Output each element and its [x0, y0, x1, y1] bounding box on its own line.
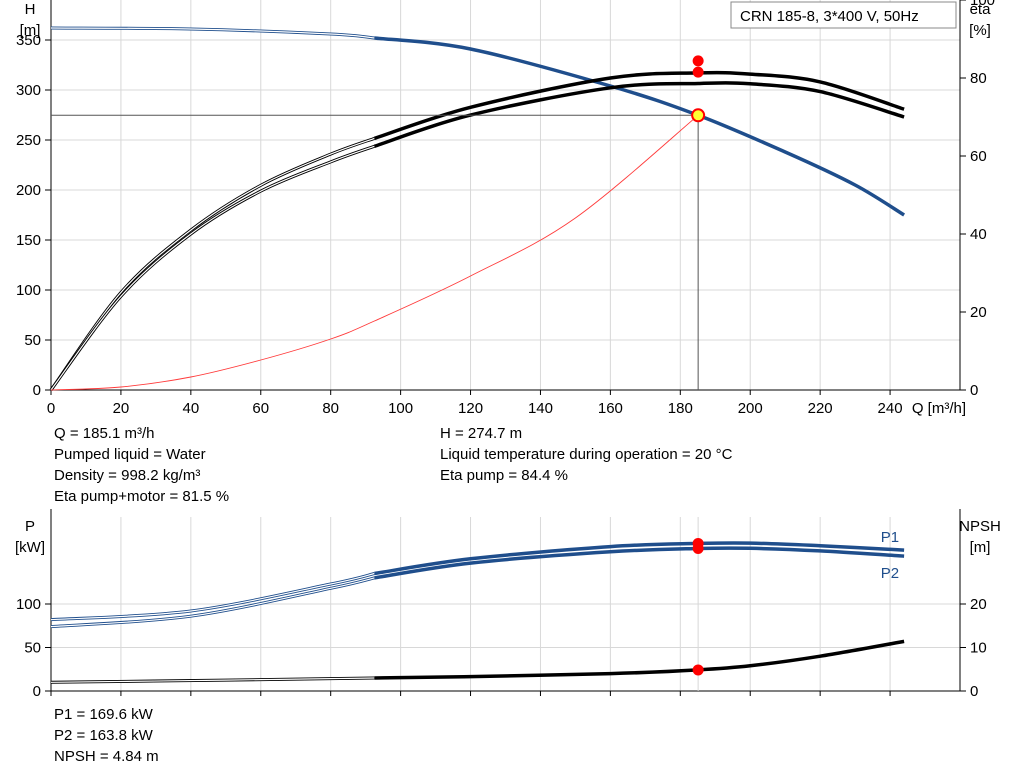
y-left-tick-label: 50 — [24, 640, 41, 657]
y-right-tick-label: 20 — [970, 596, 987, 613]
y-left-tick-label: 150 — [16, 232, 41, 249]
y-left-tick-label: 200 — [16, 182, 41, 199]
info-top-left: Q = 185.1 m³/h Pumped liquid = Water Den… — [54, 423, 229, 507]
y-right-tick-label: 60 — [970, 148, 987, 165]
legend-box-text: CRN 185-8, 3*400 V, 50Hz — [740, 8, 919, 25]
y-right-tick-label: 10 — [970, 640, 987, 657]
y-right-tick-label: 0 — [970, 382, 978, 399]
system-curve — [50, 114, 699, 391]
x-tick-label: 20 — [113, 400, 130, 417]
series-label-P2: P2 — [881, 565, 899, 582]
P1-curve-thin-core — [50, 572, 375, 621]
eta_pump-curve-thin-core — [50, 137, 375, 391]
x-tick-label: 220 — [808, 400, 833, 417]
duty-point-marker — [692, 55, 704, 67]
series — [49, 26, 906, 391]
info-flow: Q = 185.1 m³/h — [54, 425, 155, 442]
legend-box — [730, 1, 957, 29]
x-tick-label: 200 — [738, 400, 763, 417]
info-npsh: NPSH = 4.84 m — [54, 748, 159, 765]
y-left-tick-label: 300 — [16, 82, 41, 99]
x-tick-label: 60 — [252, 400, 269, 417]
eta_pump_motor-curve-thin-core — [50, 145, 375, 391]
duty-point-marker — [692, 542, 704, 554]
duty-point-marker — [692, 664, 704, 676]
head-curve-thin-core — [50, 27, 375, 39]
info-bottom: P1 = 169.6 kW P2 = 163.8 kW NPSH = 4.84 … — [54, 704, 159, 767]
head-efficiency-chart: 0 50 100 150 200 250 300 350 0 20 40 60 80 100 0 20 40 60… — [16, 0, 995, 417]
info-eta-pump: Eta pump = 84.4 % — [440, 467, 568, 484]
tick-labels: 0 50 100 0 10 20 — [16, 596, 987, 700]
y-left-tick-label: 50 — [24, 332, 41, 349]
y-left-tick-label: 0 — [33, 382, 41, 399]
x-tick-label: 140 — [528, 400, 553, 417]
x-tick-label: 40 — [183, 400, 200, 417]
x-tick-label: 180 — [668, 400, 693, 417]
x-tick-label: 80 — [322, 400, 339, 417]
plot-area — [51, 0, 960, 390]
y-left-axis-unit: [kW] — [15, 539, 45, 556]
operating-point-marker — [691, 108, 706, 123]
y-right-axis-label: eta — [970, 1, 992, 18]
y-left-axis-label: H — [25, 1, 36, 18]
y-left-tick-label: 350 — [16, 32, 41, 49]
y-right-axis-unit: [%] — [969, 22, 991, 39]
P2-curve — [374, 546, 905, 580]
NPSH-curve — [374, 639, 905, 680]
info-liquid: Pumped liquid = Water — [54, 446, 206, 463]
y-left-axis-unit: [m] — [20, 22, 41, 39]
info-density: Density = 998.2 kg/m³ — [54, 467, 201, 484]
x-axis-label: Q [m³/h] — [912, 400, 966, 417]
x-tick-label: 100 — [388, 400, 413, 417]
y-right-tick-label: 0 — [970, 683, 978, 700]
x-tick-label: 160 — [598, 400, 623, 417]
x-tick-label: 120 — [458, 400, 483, 417]
series-label-P1: P1 — [881, 529, 899, 546]
x-tick-label: 0 — [47, 400, 55, 417]
x-tick-label: 240 — [878, 400, 903, 417]
duty-point-marker — [692, 66, 704, 78]
power-npsh-chart: 0 50 100 0 10 20 P [kW] NPSH [m] P1 P2 — [15, 509, 1001, 700]
y-left-tick-label: 250 — [16, 132, 41, 149]
P2-curve-thin-core — [50, 577, 375, 628]
y-left-tick-label: 100 — [16, 596, 41, 613]
info-p1: P1 = 169.6 kW — [54, 706, 153, 723]
y-right-axis-unit: [m] — [970, 539, 991, 556]
y-right-tick-label: 80 — [970, 70, 987, 87]
info-top-right: H = 274.7 m Liquid temperature during op… — [440, 423, 732, 486]
info-temperature: Liquid temperature during operation = 20… — [440, 446, 733, 463]
info-p2: P2 = 163.8 kW — [54, 727, 153, 744]
head-curve — [374, 36, 906, 217]
tick-labels: 0 50 100 150 200 250 300 350 0 20 40 60 80 100 0 20 40 60… — [16, 0, 995, 417]
P1-curve — [374, 541, 905, 576]
y-right-tick-label: 40 — [970, 226, 987, 243]
info-head: H = 274.7 m — [440, 425, 523, 442]
info-eta-pump-motor: Eta pump+motor = 81.5 % — [54, 488, 230, 505]
y-left-tick-label: 100 — [16, 282, 41, 299]
eta_pump-curve — [373, 70, 905, 141]
y-left-axis-label: P — [25, 518, 35, 535]
y-right-axis-label: NPSH — [959, 518, 1001, 535]
grid — [50, 517, 961, 692]
y-right-tick-label: 20 — [970, 304, 987, 321]
y-left-tick-label: 0 — [33, 683, 41, 700]
series — [50, 541, 905, 684]
y-right-tick-label: 100 — [970, 0, 995, 9]
NPSH-curve-thin-core — [50, 677, 375, 683]
